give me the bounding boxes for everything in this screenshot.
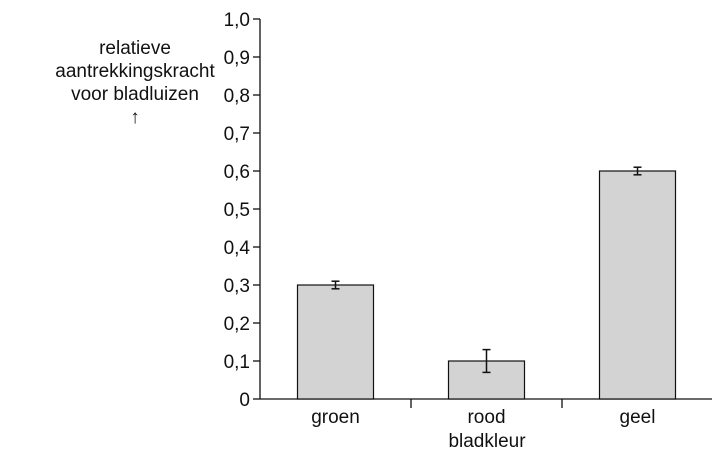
y-axis-label: relatieve aantrekkingskracht voor bladlu… bbox=[40, 37, 230, 129]
bar bbox=[598, 170, 677, 400]
y-tick-label: 0,6 bbox=[224, 162, 250, 183]
error-bars bbox=[331, 166, 642, 374]
y-axis-arrow-icon: ↑ bbox=[130, 107, 140, 128]
bar bbox=[447, 360, 526, 400]
y-axis: 0 0,1 0,2 0,3 0,4 0,5 0,6 0,7 0,8 0,9 1,0 bbox=[224, 10, 261, 411]
y-tick-label: 0,5 bbox=[224, 200, 250, 221]
y-tick-label: 0,4 bbox=[224, 238, 251, 259]
y-tick-label: 0 bbox=[239, 390, 250, 411]
y-tick-label: 0,3 bbox=[224, 276, 250, 297]
x-axis: groen rood geel bbox=[260, 398, 712, 428]
y-axis-label-line-3: voor bladluizen bbox=[71, 84, 199, 105]
y-tick-label: 1,0 bbox=[224, 10, 250, 31]
y-axis-label-line-1: relatieve bbox=[99, 38, 171, 59]
bar bbox=[296, 284, 375, 400]
x-axis-label: bladkleur bbox=[448, 431, 526, 452]
x-tick-label: rood bbox=[467, 407, 505, 428]
bars bbox=[296, 170, 677, 400]
y-tick-label: 0,1 bbox=[224, 352, 250, 373]
y-axis-label-line-2: aantrekkingskracht bbox=[55, 61, 215, 82]
y-tick-label: 0,9 bbox=[224, 48, 250, 69]
x-tick-label: groen bbox=[311, 407, 360, 428]
y-tick-label: 0,2 bbox=[224, 314, 250, 335]
y-tick-label: 0,8 bbox=[224, 86, 250, 107]
x-tick-label: geel bbox=[620, 407, 656, 428]
y-tick-label: 0,7 bbox=[224, 124, 250, 145]
